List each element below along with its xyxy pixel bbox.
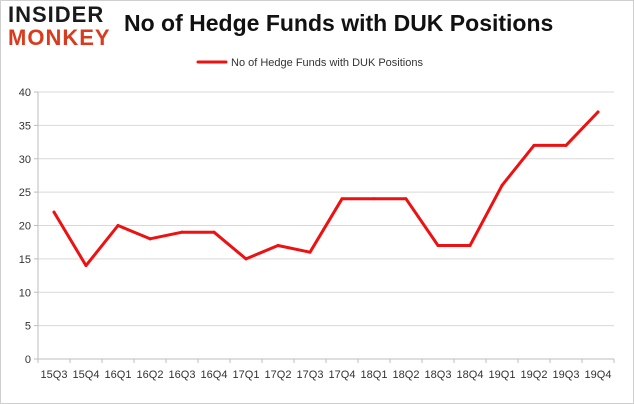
x-axis: 15Q3 15Q4 16Q1 16Q2 16Q3 16Q4 17Q1 17Q2 17Q3 17Q4…: [37, 358, 615, 381]
x-tick-label: 15Q4: [73, 369, 100, 381]
legend-label: No of Hedge Funds with DUK Positions: [231, 57, 423, 69]
x-tick-label: 17Q4: [329, 369, 356, 381]
y-tick-label: 25: [19, 187, 31, 199]
data-point: [596, 110, 600, 114]
data-point: [468, 244, 472, 248]
data-point: [276, 244, 280, 248]
chart-title: No of Hedge Funds with DUK Positions: [124, 10, 554, 36]
x-tick-label: 16Q4: [201, 369, 228, 381]
y-tick-label: 35: [19, 120, 31, 132]
x-tick-label: 19Q4: [585, 369, 612, 381]
x-tick-label: 16Q3: [169, 369, 196, 381]
data-point: [500, 183, 504, 187]
series-layer: [52, 110, 600, 268]
data-point: [372, 197, 376, 201]
data-point: [84, 264, 88, 268]
data-point: [180, 230, 184, 234]
data-point: [340, 197, 344, 201]
x-tick-label: 19Q1: [489, 369, 516, 381]
x-tick-label: 15Q3: [41, 369, 68, 381]
y-tick-label: 10: [19, 287, 31, 299]
x-tick-label: 17Q3: [297, 369, 324, 381]
logo-line-insider: INSIDER: [8, 2, 105, 27]
data-point: [564, 143, 568, 147]
y-tick-label: 30: [19, 154, 31, 166]
data-point: [244, 257, 248, 261]
y-tick-label: 5: [25, 321, 31, 333]
legend: No of Hedge Funds with DUK Positions: [196, 57, 423, 69]
x-tick-label: 19Q3: [553, 369, 580, 381]
x-tick-label: 18Q3: [425, 369, 452, 381]
x-tick-label: 17Q1: [233, 369, 260, 381]
x-tick-label: 18Q4: [457, 369, 484, 381]
data-point: [52, 210, 56, 214]
x-tick-label: 16Q1: [105, 369, 132, 381]
x-tick-label: 17Q2: [265, 369, 292, 381]
x-tick-label: 18Q2: [393, 369, 420, 381]
x-tick-label: 16Q2: [137, 369, 164, 381]
insider-monkey-logo: INSIDER MONKEY: [8, 3, 118, 53]
data-point: [116, 224, 120, 227]
x-tick-label: 18Q1: [361, 369, 388, 381]
data-point: [148, 237, 152, 241]
data-point: [308, 250, 312, 254]
data-point: [212, 230, 216, 234]
y-tick-label: 0: [25, 354, 31, 366]
y-tick-label: 20: [19, 221, 31, 233]
data-point: [404, 197, 408, 201]
data-point: [532, 143, 536, 147]
y-tick-label: 40: [19, 87, 31, 99]
y-axis: 0 5 10 15 20 25 30 35 40: [19, 87, 39, 366]
y-tick-label: 15: [19, 254, 31, 266]
logo-line-monkey: MONKEY: [8, 25, 111, 50]
series-line: [52, 110, 600, 268]
x-tick-label: 19Q2: [521, 369, 548, 381]
data-point: [436, 244, 440, 248]
